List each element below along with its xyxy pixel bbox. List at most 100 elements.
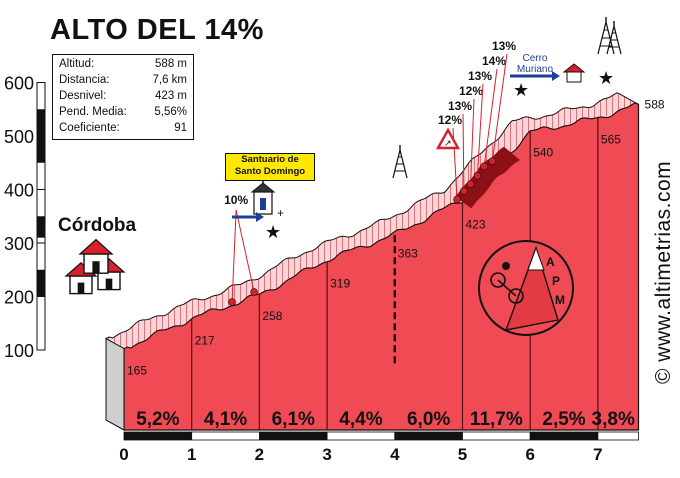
ramp-marker <box>228 298 236 306</box>
ramp-marker <box>480 162 488 171</box>
stat-row-coefficient: Coeficiente: 91 <box>59 122 187 138</box>
stat-row-average-gradient: Pend. Media: 5,56% <box>59 106 187 122</box>
ramp-label: 13% <box>448 99 472 113</box>
apm-mountain-snow <box>527 246 545 271</box>
distance-bar-band <box>258 431 328 441</box>
distance-bar-band <box>326 431 396 441</box>
apm-bike-frame <box>497 279 517 297</box>
start-town-label: Córdoba <box>58 215 137 236</box>
stat-row-distance: Distancia: 7,6 km <box>59 74 187 90</box>
cerro-muriano-label: Cerro Muriano <box>508 53 562 75</box>
antenna-tower-icon <box>606 21 622 55</box>
stat-row-altitude: Altitud: 588 m <box>59 58 187 74</box>
junction-star-icon: ★ <box>265 222 281 242</box>
distance-bar-band <box>597 431 639 441</box>
scale-bar-band <box>37 216 45 238</box>
y-tick-label: 500 <box>4 127 34 147</box>
icons-layer: ★ + ★ ★ ↗ APM <box>64 17 622 336</box>
km-altitude-label: 565 <box>601 132 621 146</box>
x-tick-label: 4 <box>390 445 400 464</box>
steep-warning-icon <box>435 127 461 150</box>
antenna-tower-icon <box>597 17 615 55</box>
cross-mark-icon: + <box>277 206 284 220</box>
x-tick-label: 2 <box>255 445 264 464</box>
stat-value: 7,6 km <box>152 74 187 86</box>
segment-gradient-label: 3,8% <box>592 409 635 430</box>
km-altitude-label: 423 <box>466 217 486 231</box>
stat-value: 5,56% <box>154 106 187 118</box>
km-altitude-label: 319 <box>330 277 350 291</box>
ramp-marker <box>473 171 482 180</box>
ramp-label: 12% <box>438 113 462 127</box>
apm-bike-wheel <box>508 288 524 304</box>
ramp-marker <box>460 187 468 195</box>
watermark: © www.altimetrias.com <box>652 160 675 384</box>
km-altitude-label: 588 <box>645 97 665 111</box>
church-door <box>260 198 266 210</box>
house-roof <box>78 238 114 255</box>
stat-label: Coeficiente: <box>59 122 120 134</box>
x-tick-label: 7 <box>593 445 602 464</box>
segment-gradient-label: 4,1% <box>204 409 247 430</box>
distance-bar-band <box>462 431 531 441</box>
sanctuary-label-line1: Santuario de <box>241 154 299 165</box>
turn-arrow-head <box>256 212 264 222</box>
y-tick-label: 400 <box>4 181 34 201</box>
y-tick-label: 600 <box>4 74 34 94</box>
ramp-leader <box>235 209 255 293</box>
stats-box: Altitud: 588 m Distancia: 7,6 km Desnive… <box>52 54 194 140</box>
ramp-label: 12% <box>459 84 483 98</box>
summit-house-roof <box>562 63 586 73</box>
stat-label: Altitud: <box>59 58 95 70</box>
steep-section-band <box>455 146 520 209</box>
ramp-leader <box>231 209 237 303</box>
ramp-leader <box>483 68 498 167</box>
km-altitude-label: 363 <box>398 246 418 260</box>
profile-side-face <box>105 337 125 431</box>
km-altitude-label: 165 <box>127 364 147 378</box>
ramp-leader <box>491 53 508 162</box>
segment-gradient-label: 6,1% <box>272 409 315 430</box>
ramp-marker <box>250 288 258 296</box>
chart-title: ALTO DEL 14% <box>50 14 264 46</box>
sanctuary-label-line2: Santo Domingo <box>234 166 306 177</box>
distance-bar-band <box>529 431 599 441</box>
steep-warning-glyph: ↗ <box>444 138 452 148</box>
labels-layer: 10%12%13%12%13%14%13% <box>224 39 516 306</box>
segment-gradient-label: 4,4% <box>339 409 382 430</box>
house-door <box>77 282 85 294</box>
apm-badge-letter: M <box>555 293 565 307</box>
ramp-label: 14% <box>482 54 506 68</box>
ramp-label: 13% <box>492 39 516 53</box>
stat-label: Pend. Media: <box>59 106 127 118</box>
ramp-leader <box>462 113 465 192</box>
km-altitude-label: 258 <box>262 309 282 323</box>
start-house-icon <box>78 238 114 274</box>
altitude-scale: 100 200 300 400 500 600 <box>4 74 46 361</box>
ramp-marker <box>488 157 497 166</box>
y-tick-label: 100 <box>4 341 34 361</box>
direction-arrow-head <box>552 71 560 81</box>
ramp-marker <box>453 195 461 204</box>
segment-gradient-label: 11,7% <box>470 409 523 430</box>
stat-label: Desnivel: <box>59 90 107 102</box>
distance-bar-band <box>123 431 193 441</box>
apm-mountain <box>504 245 559 331</box>
ramp-marker <box>466 180 475 188</box>
stat-value: 588 m <box>155 58 187 70</box>
sanctuary-label: Santuario de Santo Domingo <box>225 153 315 181</box>
segment-gradient-label: 2,5% <box>542 409 585 430</box>
apm-badge-letter: A <box>546 255 555 269</box>
house-door <box>92 261 100 274</box>
distance-bar-band <box>191 431 260 441</box>
stat-value: 91 <box>174 122 187 134</box>
segment-gradient-label: 6,0% <box>407 409 450 430</box>
x-tick-label: 6 <box>525 445 534 464</box>
summit-house-icon <box>566 71 582 83</box>
stat-row-elevation-gain: Desnivel: 423 m <box>59 90 187 106</box>
apm-badge-letter: P <box>552 274 560 288</box>
y-tick-label: 200 <box>4 288 34 308</box>
antenna-tower-icon <box>392 145 408 179</box>
